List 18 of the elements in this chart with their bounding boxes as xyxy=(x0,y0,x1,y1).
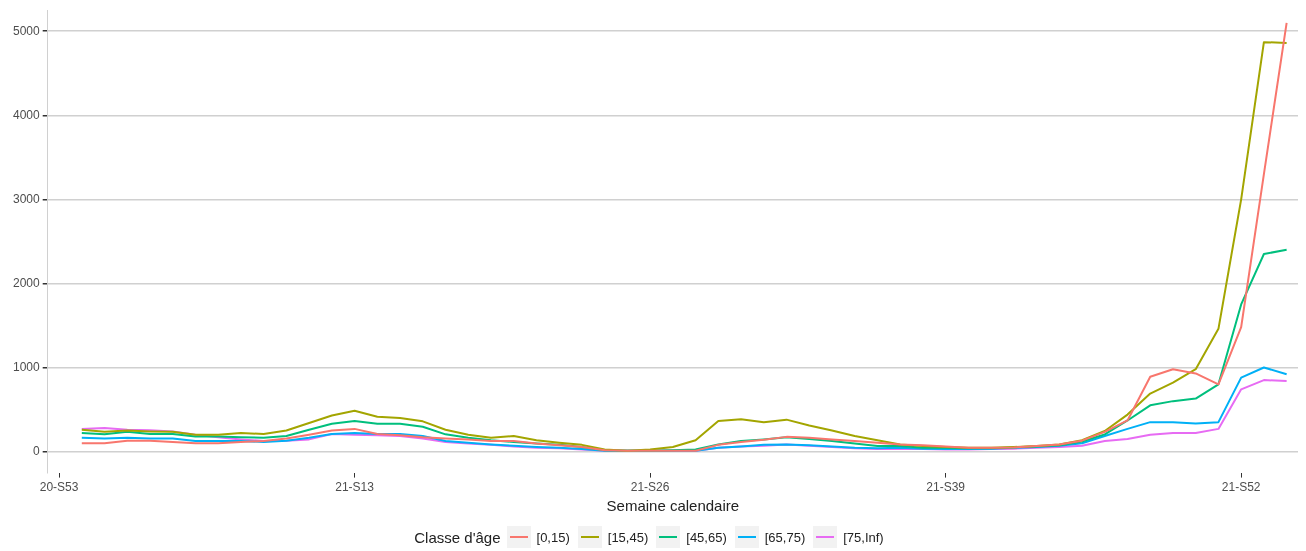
legend-label: [0,15) xyxy=(536,529,570,545)
x-axis-title: Semaine calendaire xyxy=(606,497,740,515)
legend-title: Classe d'âge xyxy=(414,528,501,546)
legend-label: [65,75) xyxy=(764,529,806,545)
legend-label: [15,45) xyxy=(607,529,649,545)
x-tick-label: 21-S39 xyxy=(926,480,966,495)
x-tick-label: 20-S53 xyxy=(39,480,79,495)
y-tick-label: 4000 xyxy=(12,107,41,122)
y-tick-label: 0 xyxy=(33,443,41,458)
y-tick-label: 3000 xyxy=(12,191,41,206)
y-tick-label: 5000 xyxy=(12,23,41,38)
legend-label: [45,65) xyxy=(686,529,727,545)
legend-label: [75,Inf) xyxy=(843,529,884,545)
x-tick-label: 21-S26 xyxy=(630,480,670,495)
y-tick-label: 1000 xyxy=(12,359,41,374)
x-tick-label: 21-S52 xyxy=(1221,480,1261,495)
x-tick-label: 21-S13 xyxy=(335,480,375,495)
y-tick-label: 2000 xyxy=(12,275,41,290)
